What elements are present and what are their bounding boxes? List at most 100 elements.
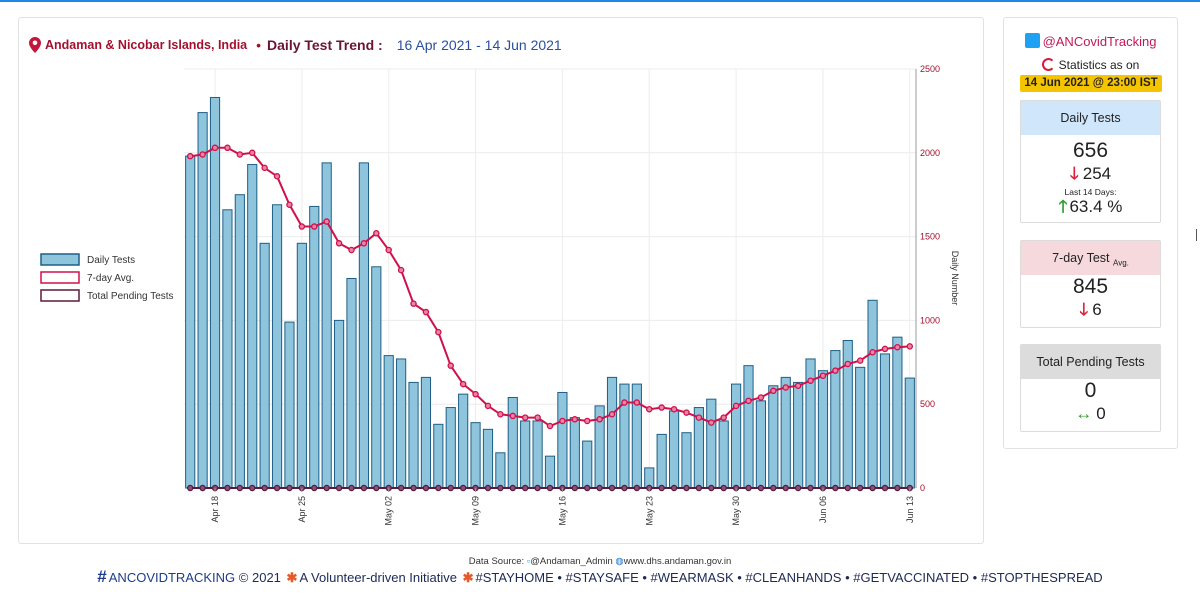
pending-point	[435, 484, 442, 492]
pending-change: 0	[1096, 404, 1106, 423]
bar-daily-tests	[544, 455, 556, 489]
asterisk-icon: ✱	[462, 570, 474, 585]
pending-value: 0	[1084, 379, 1097, 402]
pending-point	[546, 484, 554, 492]
pending-point	[621, 484, 628, 492]
avg7-title-row: 7-day Test Avg.	[1021, 241, 1160, 275]
legend-label-daily-tests: Daily Tests	[87, 255, 135, 266]
brand-name[interactable]: ANCOVIDTRACKING	[108, 570, 236, 585]
bar-daily-tests	[706, 398, 717, 489]
x-tick-label: May 30	[731, 496, 741, 526]
bar-daily-tests	[346, 278, 357, 489]
copyright: © 2021	[238, 570, 281, 585]
arrow-down-icon: 🡓	[1079, 300, 1089, 319]
x-tick-label: Apr 25	[297, 496, 307, 523]
pending-point	[199, 484, 206, 492]
daily-tests-title: Daily Tests	[1021, 101, 1160, 135]
avg7-point	[559, 417, 566, 425]
twitter-handle[interactable]: @ANCovidTracking	[1042, 34, 1157, 49]
avg7-point	[298, 223, 306, 230]
bar-daily-tests	[755, 400, 767, 489]
bar-daily-tests	[582, 440, 593, 489]
pending-point	[807, 484, 814, 492]
pending-point	[881, 484, 889, 492]
text-cursor-mark	[1196, 229, 1197, 241]
x-tick-label: Apr 18	[210, 496, 220, 523]
asterisk-icon: ✱	[286, 570, 298, 585]
pending-point	[273, 484, 281, 492]
hashtags: #STAYHOME • #STAYSAFE • #WEARMASK • #CLE…	[475, 570, 1103, 585]
pending-point	[583, 484, 591, 492]
avg7-point	[534, 414, 541, 421]
avg7-point	[435, 328, 442, 336]
bar-daily-tests	[396, 358, 407, 489]
avg7-point	[708, 419, 715, 426]
bar-daily-tests	[557, 391, 568, 489]
legend-label-avg7: 7-day Avg.	[87, 273, 134, 284]
avg-line-series	[186, 144, 914, 430]
legend-label-pending: Total Pending Tests	[87, 291, 174, 302]
y-tick-label: 500	[920, 399, 935, 409]
avg7-change: 6	[1092, 300, 1102, 319]
pending-point	[224, 484, 231, 492]
bar-daily-tests	[383, 355, 394, 489]
pending-point	[459, 484, 467, 492]
bar-daily-tests	[271, 204, 283, 489]
pending-point	[844, 484, 852, 492]
bar-daily-tests	[668, 410, 680, 489]
avg7-title-sub: Avg.	[1113, 258, 1129, 268]
avg7-point	[633, 399, 641, 406]
pending-point	[832, 484, 839, 492]
pending-point	[236, 484, 244, 492]
globe-icon: ◍	[615, 556, 624, 567]
stats-panel: @ANCovidTracking Statistics as on 14 Jun…	[1003, 17, 1178, 449]
daily-tests-change: 254	[1082, 164, 1112, 183]
twitter-row: @ANCovidTracking	[1004, 33, 1177, 51]
arrow-up-icon: 🡑	[1058, 197, 1068, 216]
pending-point	[745, 484, 752, 492]
pending-point	[397, 484, 405, 492]
avg7-point	[683, 409, 690, 416]
bar-daily-tests	[606, 376, 618, 489]
avg7-point	[819, 372, 827, 379]
bar-daily-tests	[780, 376, 791, 489]
avg7-point	[844, 360, 852, 368]
bar-daily-tests	[458, 393, 469, 489]
bar-series	[185, 96, 915, 489]
pending-point	[757, 484, 765, 492]
y-tick-label: 1500	[920, 232, 940, 242]
last14-label: Last 14 Days:	[1064, 187, 1117, 197]
avg7-point	[497, 411, 504, 418]
x-tick-label: Jun 06	[818, 496, 828, 523]
date-range: 16 Apr 2021 - 14 Jun 2021	[396, 37, 562, 53]
daily-test-chart: 0 500 1000 1500 2000 2500 Daily Number Apr 18 Ap…	[40, 64, 960, 526]
pending-title: Total Pending Tests	[1021, 345, 1160, 379]
avg7-point	[732, 402, 740, 410]
bar-daily-tests	[284, 321, 295, 489]
legend-swatch-daily-tests	[40, 253, 80, 266]
pending-point	[410, 484, 417, 492]
bar-daily-tests	[495, 452, 506, 489]
avg7-point	[472, 390, 479, 398]
statistics-label: Statistics as on	[1058, 58, 1140, 72]
avg7-point	[646, 405, 653, 413]
avg7-point	[360, 240, 368, 247]
bar-daily-tests	[855, 366, 866, 489]
bar-daily-tests	[371, 266, 382, 489]
avg7-point	[261, 164, 268, 172]
avg7-point	[273, 173, 281, 180]
avg7-point	[311, 223, 318, 230]
bar-daily-tests	[333, 319, 345, 489]
bar-daily-tests	[743, 365, 754, 489]
data-source-twitter[interactable]: @Andaman_Admin	[530, 556, 613, 567]
pending-point	[894, 484, 901, 492]
x-tick-label: May 16	[557, 496, 567, 526]
avg7-point	[286, 201, 293, 209]
bar-daily-tests	[520, 420, 531, 489]
arrow-left-right-icon: ↔	[1075, 404, 1093, 423]
bar-daily-tests	[731, 383, 742, 489]
data-source-web[interactable]: www.dhs.andaman.gov.in	[623, 556, 732, 567]
avg7-point	[410, 300, 417, 307]
bar-daily-tests	[445, 407, 456, 489]
pending-change-row: ↔ 0	[1021, 403, 1160, 425]
